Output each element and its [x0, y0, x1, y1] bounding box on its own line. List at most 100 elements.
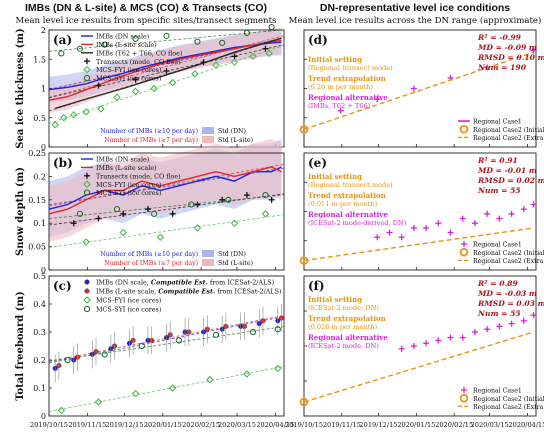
data-point [131, 87, 140, 96]
left-column-subtitle: Mean level ice results from specific sit… [16, 16, 277, 26]
plot-frame [48, 152, 285, 271]
x-tick-label: 2020/04/15 [508, 421, 544, 429]
x-tick-label: 2020/01/15 [144, 421, 182, 429]
series-f-0 [398, 312, 537, 352]
note-head: Regional alternative [308, 93, 388, 102]
y-tick-label: 0.1 [33, 384, 46, 393]
data-point [191, 70, 199, 78]
data-point [151, 210, 158, 217]
panel-a: 0 0.5 1 1.5 2 Sea ice thickness (m) (a) IMBs (D… [15, 23, 285, 152]
y-tick-label: 0.2 [33, 356, 46, 365]
legend-label: IMBs (DN scale) [96, 33, 149, 41]
legend-label: IMBs (DN scale) [96, 156, 149, 164]
trend-line [48, 326, 285, 362]
legend-label: Regional Case1 [473, 242, 522, 249]
legend-std-swatch [202, 136, 214, 143]
stat-md: MD = -0.01 m [477, 166, 537, 175]
y-tick-label: 0.15 [28, 196, 46, 205]
note-body: (Regional transect mode) [308, 64, 393, 72]
y-tick-label: 1.5 [33, 55, 46, 64]
x-tick-label: 2020/03/15 [218, 421, 256, 429]
footer-label: Number of IMBs (≥10 per day) [100, 128, 198, 135]
data-point [249, 328, 257, 336]
data-point [206, 375, 214, 384]
legend-swatch [83, 189, 91, 196]
series-a-1 [48, 39, 282, 101]
y-tick-label: 0.05 [28, 243, 46, 252]
legend-label: MCS-FYI (ice cores) [96, 297, 161, 305]
series-c-0 [52, 306, 281, 383]
legend-swatch [459, 393, 469, 403]
note-head: Trend extrapolation [308, 191, 386, 200]
legend-swatch [83, 74, 91, 82]
data-point [261, 210, 270, 218]
series-a-5 [58, 23, 275, 57]
series-d-1 [299, 125, 309, 134]
y-tick-label: 0.3 [33, 328, 46, 337]
legend-label: Regional Case2 (Extra.) [473, 404, 544, 411]
panel-letter: (f) [308, 279, 325, 293]
trend-line [48, 29, 285, 52]
legend-std-swatch [202, 259, 214, 266]
y-tick-label: 0.5 [33, 272, 46, 281]
legend-label-part: IMBs (DN scale, [96, 279, 151, 287]
stat-r2: R² = 0.89 [477, 279, 518, 288]
x-tick-label: 2019/11/15 [68, 421, 106, 429]
panel-letter: (a) [53, 33, 72, 47]
series-line [48, 166, 282, 215]
footer-label: Number of IMBs (≥7 per day) [104, 260, 198, 267]
data-point [82, 238, 90, 246]
data-point [51, 121, 59, 129]
x-tick-label: 2020/02/15 [435, 421, 473, 429]
note-head: Regional alternative [308, 210, 388, 219]
data-point [156, 233, 165, 241]
legend-label: Regional Case2 (Extra.) [473, 135, 544, 142]
data-point [225, 196, 232, 203]
legend-swatch [84, 279, 90, 285]
series-a-3 [95, 45, 269, 89]
note-body: (IMBs, T62 + T66) [308, 102, 371, 110]
data-point [265, 49, 273, 58]
data-point [219, 39, 226, 46]
data-point [268, 23, 275, 31]
legend-swatch [459, 247, 469, 257]
data-point [212, 61, 220, 69]
stat-md: MD = -0.09 m [477, 43, 537, 52]
data-point [76, 45, 84, 52]
y-axis-label: Sea ice thickness (m) [15, 28, 26, 148]
legend-label: IMBs (L-site scale, Compatible Est. from… [96, 288, 282, 296]
data-point [94, 398, 103, 406]
legend-label: IMBs (L-site scale) [96, 164, 157, 172]
x-tick-label: 2019/12/15 [105, 421, 143, 429]
stat-num: Num = 55 [477, 186, 521, 195]
x-tick-label: 2019/10/15 [30, 421, 68, 429]
data-point [243, 29, 250, 37]
y-tick-label: 0.2 [33, 172, 46, 181]
data-point [249, 52, 257, 61]
data-point [58, 50, 65, 57]
legend-label: IMBs (T62 + T66, CO floe) [96, 49, 182, 57]
stat-num: Num = 55 [477, 309, 521, 318]
data-point [76, 210, 84, 217]
note-body: (0.011 m per month) [308, 200, 378, 208]
note-head: Trend extrapolation [308, 314, 386, 323]
data-point [132, 35, 139, 42]
note-head: Regional alternative [308, 333, 388, 342]
data-point [119, 228, 127, 237]
series-b-2 [70, 192, 275, 227]
data-point [193, 224, 202, 232]
stat-num: Num = 190 [477, 63, 527, 72]
series-f-1 [299, 397, 309, 407]
x-tick-label: 2020/01/15 [397, 421, 435, 429]
x-tick-label: 2020/04/15 [256, 421, 294, 429]
data-point [101, 41, 108, 48]
data-point [299, 397, 309, 407]
legend-label: Regional Case1 [473, 388, 522, 395]
legend-label: MCS-SYI (ice cores) [96, 75, 161, 83]
